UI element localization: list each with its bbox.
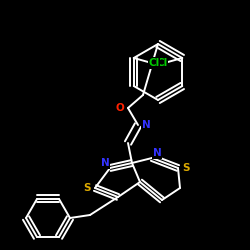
Text: S: S (83, 183, 91, 193)
Text: N: N (152, 148, 162, 158)
Text: Cl: Cl (156, 58, 168, 68)
Text: N: N (100, 158, 110, 168)
Text: Cl: Cl (148, 58, 160, 68)
Text: N: N (142, 120, 150, 130)
Text: S: S (182, 163, 190, 173)
Text: O: O (116, 103, 124, 113)
